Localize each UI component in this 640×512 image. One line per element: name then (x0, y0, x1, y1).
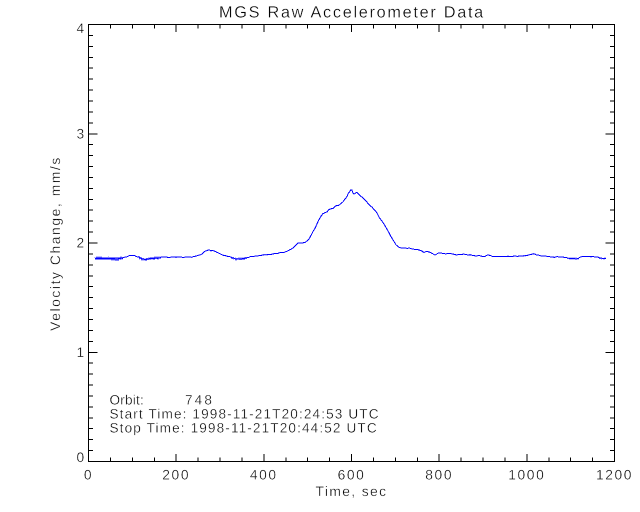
svg-text:MGS Raw Accelerometer Data: MGS Raw Accelerometer Data (219, 3, 485, 21)
svg-text:748: 748 (185, 392, 214, 407)
svg-text:200: 200 (162, 467, 190, 482)
svg-text:1000: 1000 (508, 467, 545, 482)
svg-text:Orbit:: Orbit: (110, 392, 144, 407)
svg-text:Time, sec: Time, sec (316, 484, 388, 499)
svg-text:400: 400 (250, 467, 278, 482)
svg-text:1: 1 (77, 345, 86, 360)
svg-text:4: 4 (77, 21, 86, 36)
svg-text:0: 0 (84, 467, 93, 482)
svg-text:1200: 1200 (596, 467, 633, 482)
svg-text:3: 3 (77, 127, 86, 142)
svg-text:Stop Time: 1998-11-21T20:44:52: Stop Time: 1998-11-21T20:44:52 UTC (110, 421, 378, 436)
svg-text:Start Time: 1998-11-21T20:24:5: Start Time: 1998-11-21T20:24:53 UTC (110, 407, 380, 422)
svg-text:0: 0 (77, 450, 86, 465)
svg-text:Velocity Change, mm/s: Velocity Change, mm/s (48, 156, 63, 331)
svg-text:600: 600 (338, 467, 366, 482)
svg-text:800: 800 (425, 467, 453, 482)
svg-text:2: 2 (77, 236, 86, 251)
